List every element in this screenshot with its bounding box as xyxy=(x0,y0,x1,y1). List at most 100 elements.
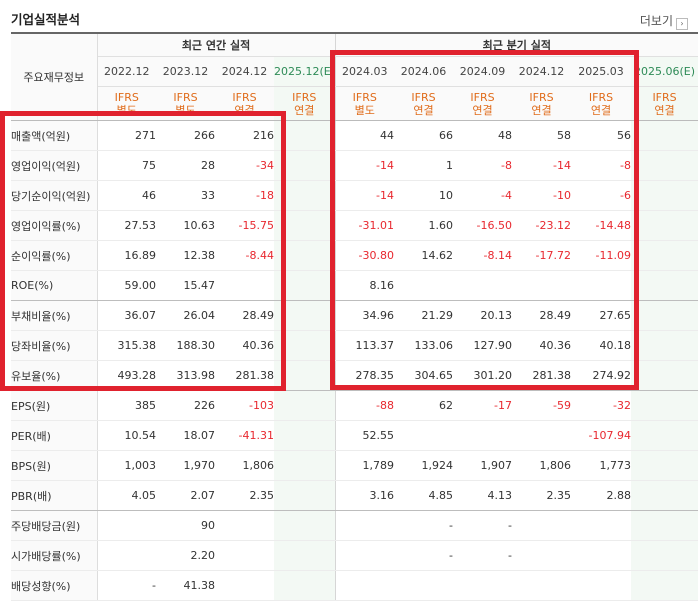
table-row: ROE(%) 59.00 15.47 8.16 xyxy=(11,270,698,301)
annual-value-cell: 271 xyxy=(96,120,156,151)
quarter-value-cell: 113.37 xyxy=(334,330,395,361)
row-label: 영업이익률(%) xyxy=(11,210,98,241)
annual-value-cell: 226 xyxy=(156,390,215,421)
row-label: PBR(배) xyxy=(11,480,98,511)
section-title: 기업실적분석 xyxy=(11,12,81,27)
annual-value-cell: 281.38 xyxy=(215,360,274,391)
annual-value-cell: -41.31 xyxy=(215,420,274,451)
annual-value-cell: 18.07 xyxy=(156,420,215,451)
annual-value-cell: 46 xyxy=(96,180,156,211)
annual-value-cell xyxy=(215,270,274,301)
quarter-gaap-header: IFRS 연결 xyxy=(512,86,572,121)
quarter-value-cell: 1,773 xyxy=(571,450,632,481)
quarter-period-header: 2025.03 xyxy=(571,56,632,87)
quarter-value-cell xyxy=(631,120,698,151)
gaap-label: IFRS 별도 xyxy=(352,90,377,117)
more-link-label: 더보기 xyxy=(639,14,673,28)
quarter-gaap-header: IFRS 연결 xyxy=(453,86,513,121)
quarter-value-cell: -30.80 xyxy=(334,240,395,271)
gaap-label: IFRS 연결 xyxy=(411,90,436,117)
quarter-value-cell: -14.48 xyxy=(571,210,632,241)
quarter-value-cell: 274.92 xyxy=(571,360,632,391)
quarter-value-cell: 44 xyxy=(334,120,395,151)
table-row: 당기순이익(억원) 46 33 -18 -14 10 -4 -10 -6 xyxy=(11,180,698,211)
quarter-period-header: 2024.03 xyxy=(334,56,395,87)
quarter-value-cell: -107.94 xyxy=(571,420,632,451)
more-link[interactable]: 더보기 › xyxy=(640,12,688,30)
annual-value-cell: - xyxy=(96,570,156,601)
quarter-value-cell xyxy=(631,510,698,541)
annual-value-cell: 1,806 xyxy=(215,450,274,481)
quarter-value-cell: 2.88 xyxy=(571,480,632,511)
annual-value-cell: 216 xyxy=(215,120,274,151)
row-label: BPS(원) xyxy=(11,450,98,481)
quarter-value-cell: 304.65 xyxy=(394,360,454,391)
table-row: BPS(원) 1,003 1,970 1,806 1,789 1,924 1,907 1,80… xyxy=(11,450,698,481)
quarter-value-cell: -16.50 xyxy=(453,210,513,241)
annual-period-header: 2024.12 xyxy=(215,56,274,87)
quarter-value-cell: 1,806 xyxy=(512,450,572,481)
gaap-label: IFRS 별도 xyxy=(173,90,198,117)
quarter-value-cell: 21.29 xyxy=(394,300,454,331)
quarter-value-cell: -31.01 xyxy=(334,210,395,241)
quarter-value-cell: 10 xyxy=(394,180,454,211)
quarter-value-cell: 20.13 xyxy=(453,300,513,331)
quarter-value-cell xyxy=(394,420,454,451)
table-row: 시가배당률(%) 2.20 - - xyxy=(11,540,698,571)
annual-value-cell xyxy=(274,150,336,181)
quarter-value-cell xyxy=(631,360,698,391)
quarter-value-cell: 1.60 xyxy=(394,210,454,241)
row-label: 당기순이익(억원) xyxy=(11,180,98,211)
annual-value-cell xyxy=(274,210,336,241)
table-row: 영업이익률(%) 27.53 10.63 -15.75 -31.01 1.60 -16.50… xyxy=(11,210,698,241)
quarter-value-cell: -59 xyxy=(512,390,572,421)
annual-value-cell: -8.44 xyxy=(215,240,274,271)
table-row: 순이익률(%) 16.89 12.38 -8.44 -30.80 14.62 -8.14 -1… xyxy=(11,240,698,271)
annual-value-cell xyxy=(274,480,336,511)
gaap-label: IFRS 연결 xyxy=(470,90,495,117)
annual-value-cell: 315.38 xyxy=(96,330,156,361)
annual-value-cell: 188.30 xyxy=(156,330,215,361)
annual-value-cell: 33 xyxy=(156,180,215,211)
quarter-value-cell xyxy=(631,150,698,181)
annual-value-cell: 28 xyxy=(156,150,215,181)
annual-value-cell xyxy=(274,240,336,271)
quarter-value-cell xyxy=(334,510,395,541)
annual-value-cell xyxy=(274,300,336,331)
annual-value-cell: 10.63 xyxy=(156,210,215,241)
annual-value-cell xyxy=(215,570,274,601)
quarter-value-cell: 27.65 xyxy=(571,300,632,331)
annual-group-header: 최근 연간 실적 xyxy=(96,34,336,57)
gaap-label: IFRS 별도 xyxy=(114,90,139,117)
annual-value-cell: 313.98 xyxy=(156,360,215,391)
table-row: 주당배당금(원) 90 - - xyxy=(11,510,698,541)
annual-value-cell: 75 xyxy=(96,150,156,181)
quarter-value-cell: 62 xyxy=(394,390,454,421)
quarter-value-cell: - xyxy=(394,510,454,541)
quarter-value-cell: - xyxy=(453,540,513,571)
table-row: 당좌비율(%) 315.38 188.30 40.36 113.37 133.06 127.… xyxy=(11,330,698,361)
annual-value-cell: 493.28 xyxy=(96,360,156,391)
quarter-value-cell: -8.14 xyxy=(453,240,513,271)
quarter-value-cell: 56 xyxy=(571,120,632,151)
quarter-value-cell: -8 xyxy=(453,150,513,181)
row-label: 시가배당률(%) xyxy=(11,540,98,571)
quarterly-group-header: 최근 분기 실적 xyxy=(334,34,698,57)
annual-value-cell: 40.36 xyxy=(215,330,274,361)
annual-value-cell xyxy=(274,330,336,361)
row-label: EPS(원) xyxy=(11,390,98,421)
table-row: EPS(원) 385 226 -103 -88 62 -17 -59 -32 xyxy=(11,390,698,421)
row-label: ROE(%) xyxy=(11,270,98,301)
corner-header: 주요재무정보 xyxy=(11,34,98,121)
quarter-value-cell: -17.72 xyxy=(512,240,572,271)
quarter-value-cell: -14 xyxy=(334,180,395,211)
quarter-value-cell: 281.38 xyxy=(512,360,572,391)
annual-value-cell: -34 xyxy=(215,150,274,181)
row-label: 배당성향(%) xyxy=(11,570,98,601)
gaap-label: IFRS 연결 xyxy=(588,90,614,117)
quarter-value-cell: 1,907 xyxy=(453,450,513,481)
quarter-value-cell: -11.09 xyxy=(571,240,632,271)
quarter-value-cell xyxy=(571,510,632,541)
annual-value-cell: -103 xyxy=(215,390,274,421)
table-row: 배당성향(%) -41.38 xyxy=(11,570,698,601)
